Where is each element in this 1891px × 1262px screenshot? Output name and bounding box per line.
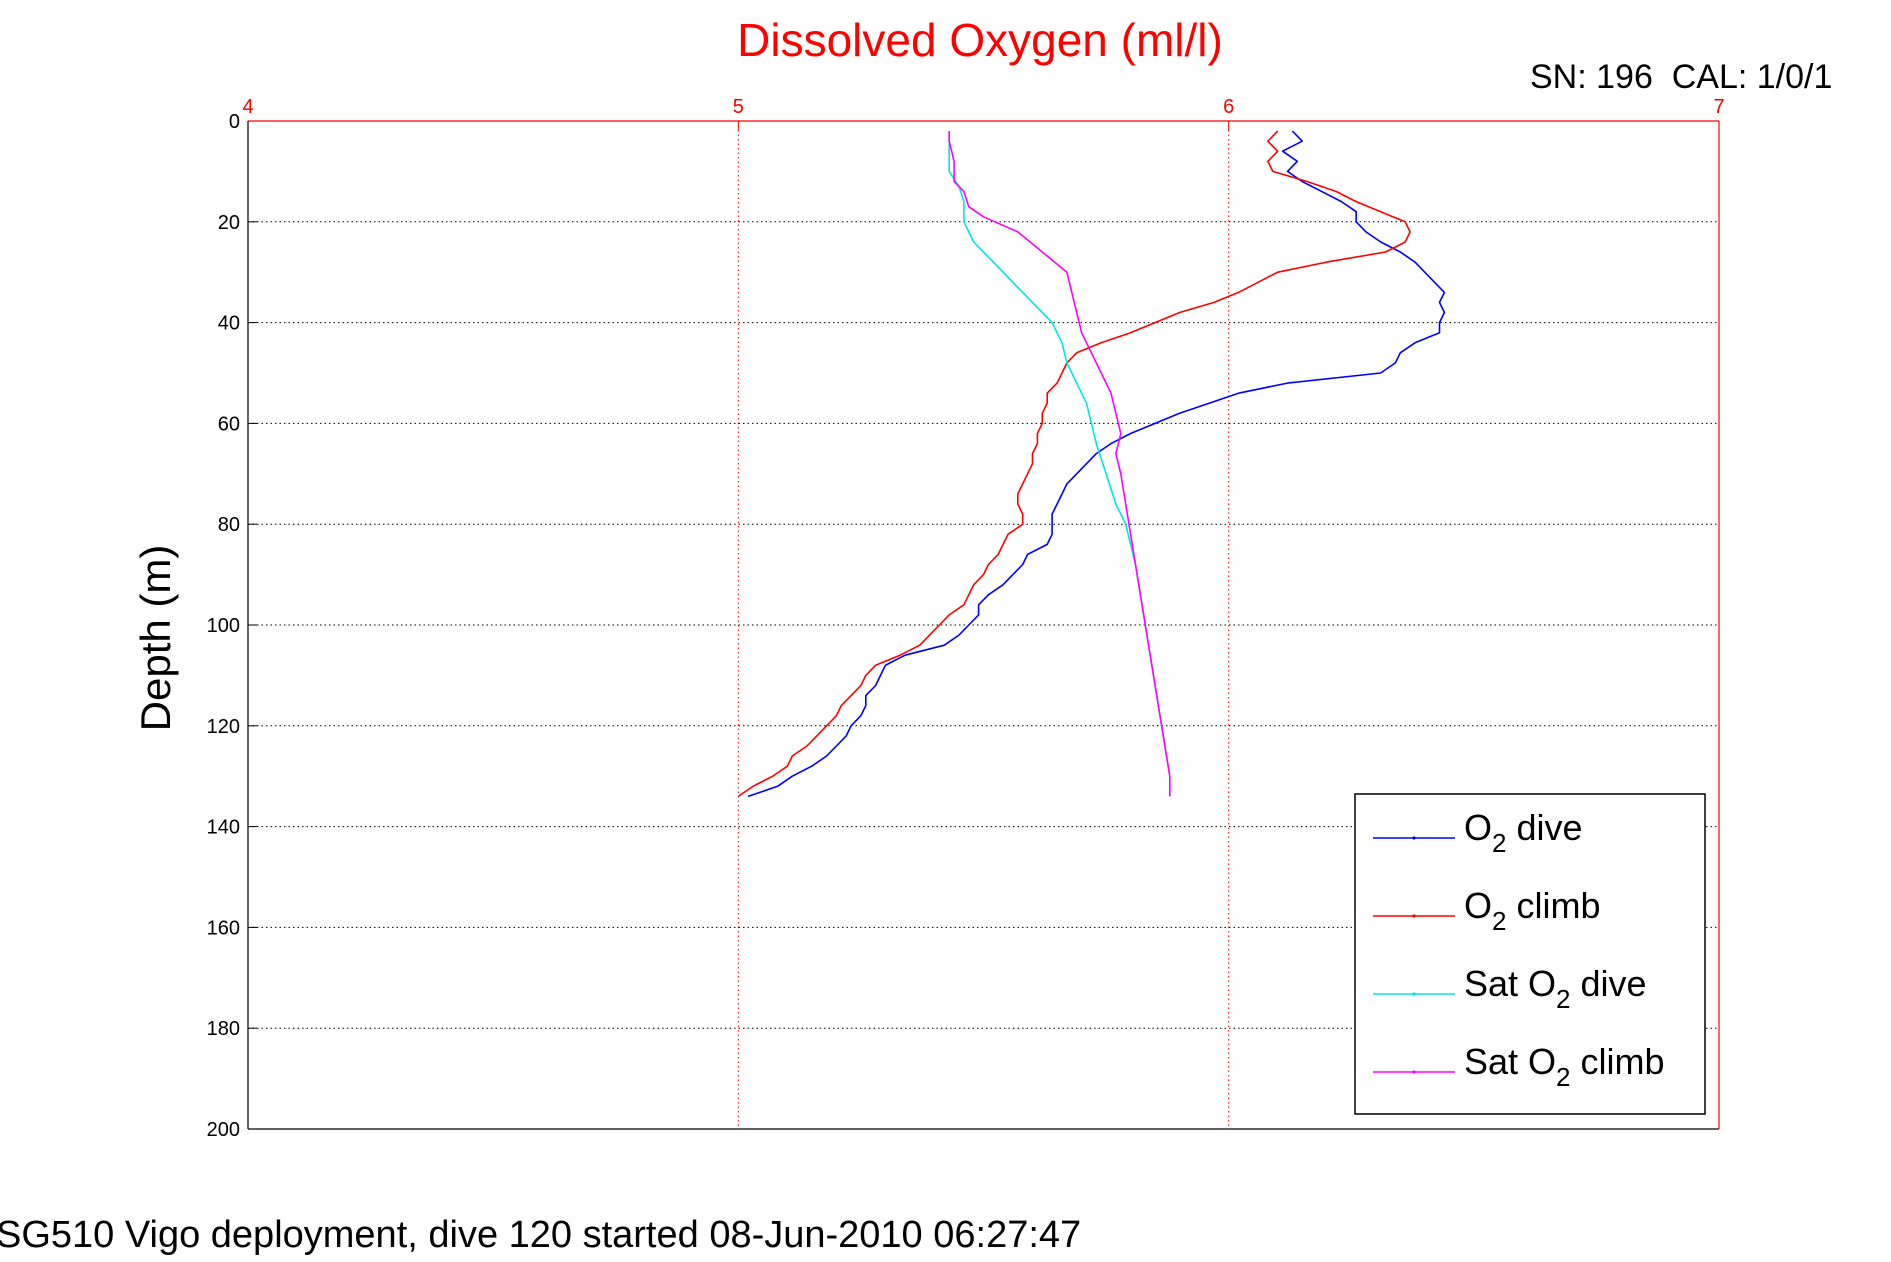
x-tick-label: 5 [733, 96, 744, 118]
series-line [948, 131, 1171, 797]
y-tick-label: 80 [218, 514, 240, 536]
x-tick-label: 7 [1713, 96, 1724, 118]
legend-label: O2 dive [1464, 807, 1583, 858]
series-line [747, 130, 1446, 798]
legend-marker [1412, 914, 1416, 918]
series-line [948, 131, 1171, 797]
legend-label: Sat O2 dive [1464, 963, 1647, 1014]
legend-label: Sat O2 climb [1464, 1041, 1665, 1092]
y-tick-label: 20 [218, 212, 240, 234]
y-tick-label: 100 [207, 615, 240, 637]
y-axis-label: Depth (m) [132, 545, 179, 732]
series-line [737, 130, 1411, 798]
legend-label: O2 climb [1464, 885, 1601, 936]
tick-labels: 4 5 6 7 0 20 40 60 80 100 120 140 160 180 200 [207, 96, 1725, 1141]
y-tick-label: 0 [229, 111, 240, 133]
calibration-label: SN: 196 CAL: 1/0/1 [1530, 58, 1832, 96]
grid-lines [248, 121, 1719, 1129]
y-tick-label: 40 [218, 313, 240, 335]
legend-marker [1412, 1070, 1416, 1074]
y-tick-label: 160 [207, 917, 240, 939]
legend-marker [1412, 992, 1416, 996]
y-tick-label: 180 [207, 1018, 240, 1040]
legend-frame [1354, 793, 1706, 1115]
footer-caption: SG510 Vigo deployment, dive 120 started … [0, 1214, 1081, 1256]
y-tick-label: 140 [207, 817, 240, 839]
data-series [737, 130, 1446, 798]
y-tick-label: 60 [218, 413, 240, 435]
y-tick-label: 200 [207, 1119, 240, 1141]
legend-marker [1412, 836, 1416, 840]
x-tick-label: 6 [1223, 96, 1234, 118]
legend: O2 dive O2 climb Sat O2 dive Sat O2 climb [1354, 793, 1706, 1115]
y-tick-label: 120 [207, 716, 240, 738]
x-tick-label: 4 [242, 96, 253, 118]
axes [247, 120, 1720, 1130]
chart-title: Dissolved Oxygen (ml/l) [737, 14, 1223, 66]
